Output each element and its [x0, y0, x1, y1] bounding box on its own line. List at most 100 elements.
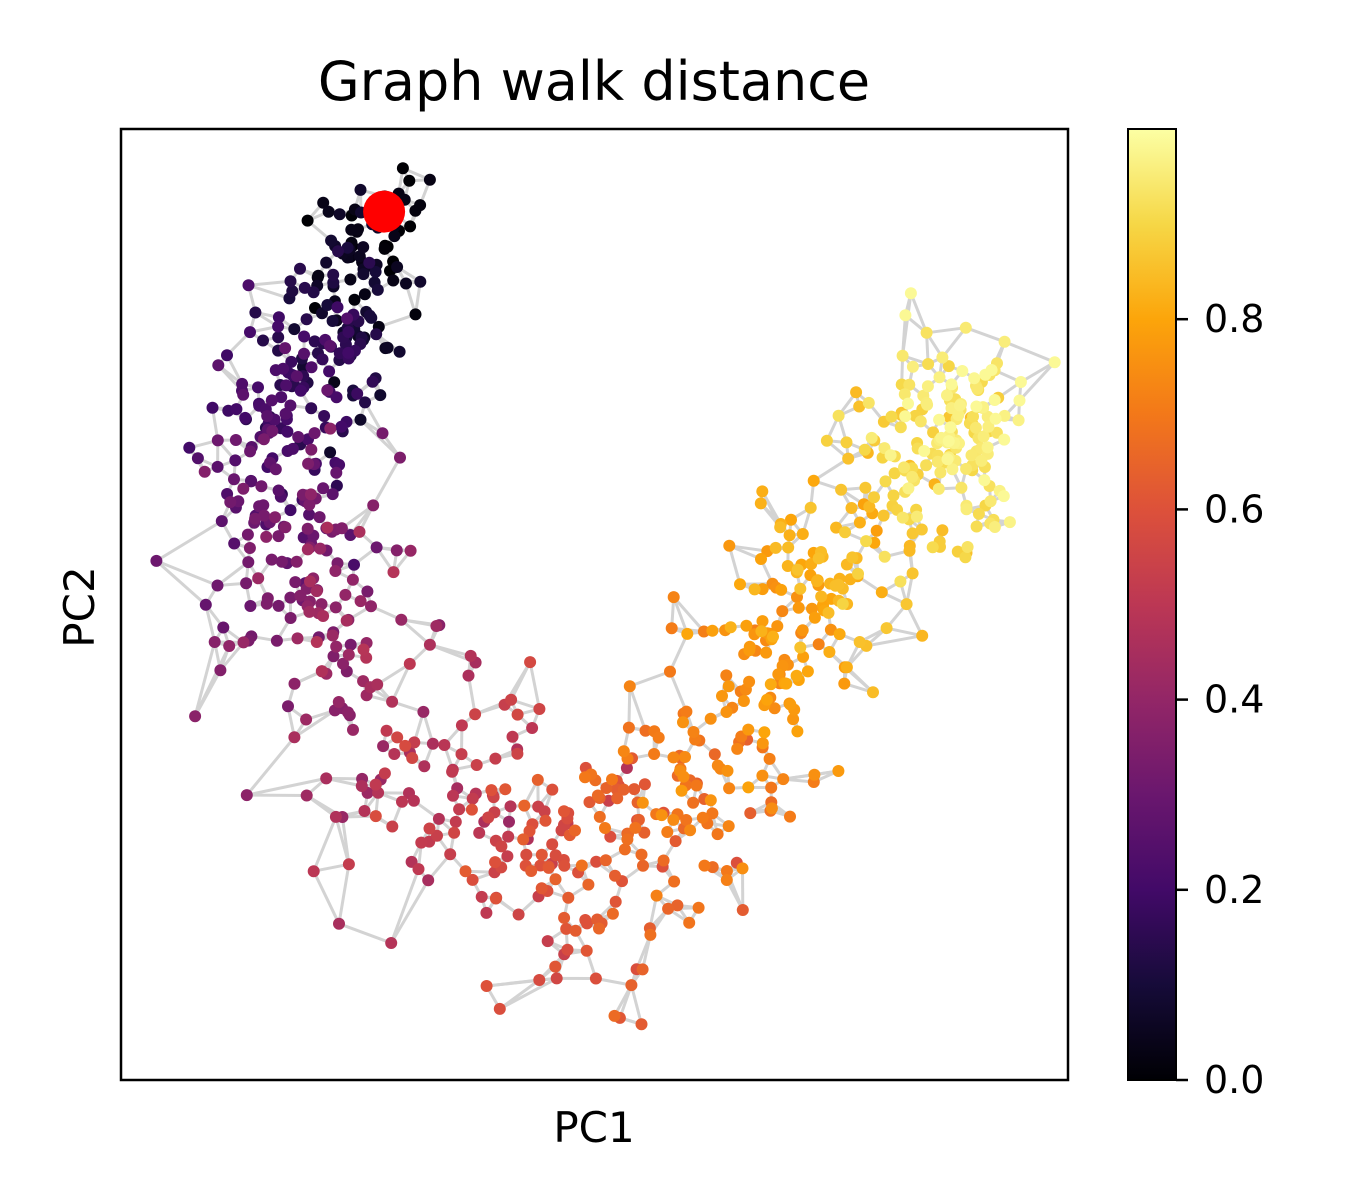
scatter-point: [351, 387, 364, 400]
scatter-point: [767, 630, 779, 643]
scatter-point: [387, 274, 400, 287]
scatter-point: [903, 378, 916, 391]
graph-edge: [668, 671, 688, 713]
scatter-point: [291, 632, 304, 645]
scatter-point: [294, 384, 307, 397]
scatter-point: [1013, 394, 1026, 407]
scatter-point: [541, 935, 554, 948]
scatter-point: [237, 388, 250, 401]
scatter-point: [321, 384, 334, 397]
y-axis-label: PC2: [55, 566, 104, 647]
scatter-point: [774, 521, 787, 534]
scatter-point: [968, 372, 981, 385]
scatter-point: [229, 454, 242, 467]
scatter-point: [279, 342, 292, 355]
scatter-point: [317, 482, 330, 495]
scatter-point: [910, 510, 923, 523]
scatter-point: [326, 488, 339, 501]
graph-edge: [155, 559, 219, 587]
scatter-point: [333, 208, 346, 221]
scatter-point: [549, 960, 562, 973]
scatter-point: [396, 162, 409, 175]
scatter-point: [972, 507, 985, 520]
scatter-point: [832, 578, 845, 591]
scatter-point: [240, 577, 253, 590]
scatter-point: [535, 882, 548, 895]
scatter-point: [538, 805, 551, 818]
scatter-point: [617, 745, 630, 758]
graph-edge: [204, 604, 217, 643]
scatter-point: [792, 601, 805, 614]
scatter-point: [960, 503, 973, 516]
scatter-point: [253, 500, 266, 513]
scatter-point: [998, 409, 1011, 422]
scatter-point: [723, 539, 736, 552]
scatter-point: [650, 889, 663, 902]
scatter-point: [721, 764, 734, 777]
scatter-point: [638, 778, 651, 791]
scatter-point: [414, 275, 427, 288]
graph-edge: [389, 868, 420, 944]
scatter-point: [902, 397, 914, 410]
scatter-point: [206, 401, 219, 414]
scatter-point: [344, 529, 357, 541]
scatter-point: [423, 638, 436, 651]
scatter-point: [860, 535, 873, 548]
scatter-point: [371, 283, 384, 296]
scatter-point: [941, 453, 954, 466]
scatter-point: [228, 473, 240, 486]
scatter-point: [282, 700, 294, 713]
scatter-point: [835, 483, 848, 496]
scatter-point: [310, 636, 323, 648]
scatter-point: [1003, 516, 1016, 529]
graph-edge: [595, 977, 632, 987]
scatter-point: [329, 810, 342, 823]
graph-edge: [901, 293, 913, 356]
scatter-point: [301, 543, 314, 556]
scatter-point: [959, 321, 972, 334]
scatter-point: [318, 410, 331, 422]
scatter-point: [639, 724, 652, 737]
scatter-point: [414, 199, 427, 212]
scatter-point: [884, 449, 897, 462]
scatter-point: [393, 345, 406, 358]
scatter-point: [852, 567, 864, 580]
scatter-point: [720, 874, 733, 886]
scatter-point: [403, 657, 416, 670]
scatter-point: [249, 512, 262, 525]
scatter-point: [867, 686, 879, 699]
scatter-point: [662, 902, 675, 915]
scatter-point: [430, 620, 443, 632]
scatter-point: [946, 463, 959, 476]
graph-edge: [672, 596, 706, 633]
scatter-point: [324, 446, 337, 459]
scatter-point: [230, 403, 243, 416]
scatter-point: [971, 382, 984, 395]
scatter-point: [920, 326, 933, 339]
scatter-point: [337, 657, 349, 670]
scatter-point: [331, 301, 344, 314]
graph-edge: [246, 776, 327, 797]
scatter-point: [353, 525, 366, 538]
scatter-point: [833, 628, 846, 641]
scatter-point: [782, 541, 795, 554]
scatter-point: [229, 434, 242, 446]
scatter-point: [742, 723, 755, 736]
scatter-point: [191, 452, 204, 465]
scatter-point: [258, 509, 271, 522]
scatter-point: [531, 773, 544, 786]
scatter-point: [629, 821, 642, 834]
scatter-point: [304, 488, 317, 501]
scatter-point: [346, 573, 359, 586]
scatter-point: [768, 702, 781, 715]
scatter-point: [823, 646, 836, 658]
scatter-point: [617, 783, 630, 796]
scatter-point: [303, 498, 316, 511]
scatter-point: [955, 481, 968, 494]
scatter-point: [330, 466, 343, 479]
scatter-point: [342, 706, 354, 719]
scatter-point: [363, 309, 376, 322]
scatter-point: [579, 914, 592, 926]
scatter-point: [501, 850, 514, 863]
scatter-point: [787, 713, 800, 726]
